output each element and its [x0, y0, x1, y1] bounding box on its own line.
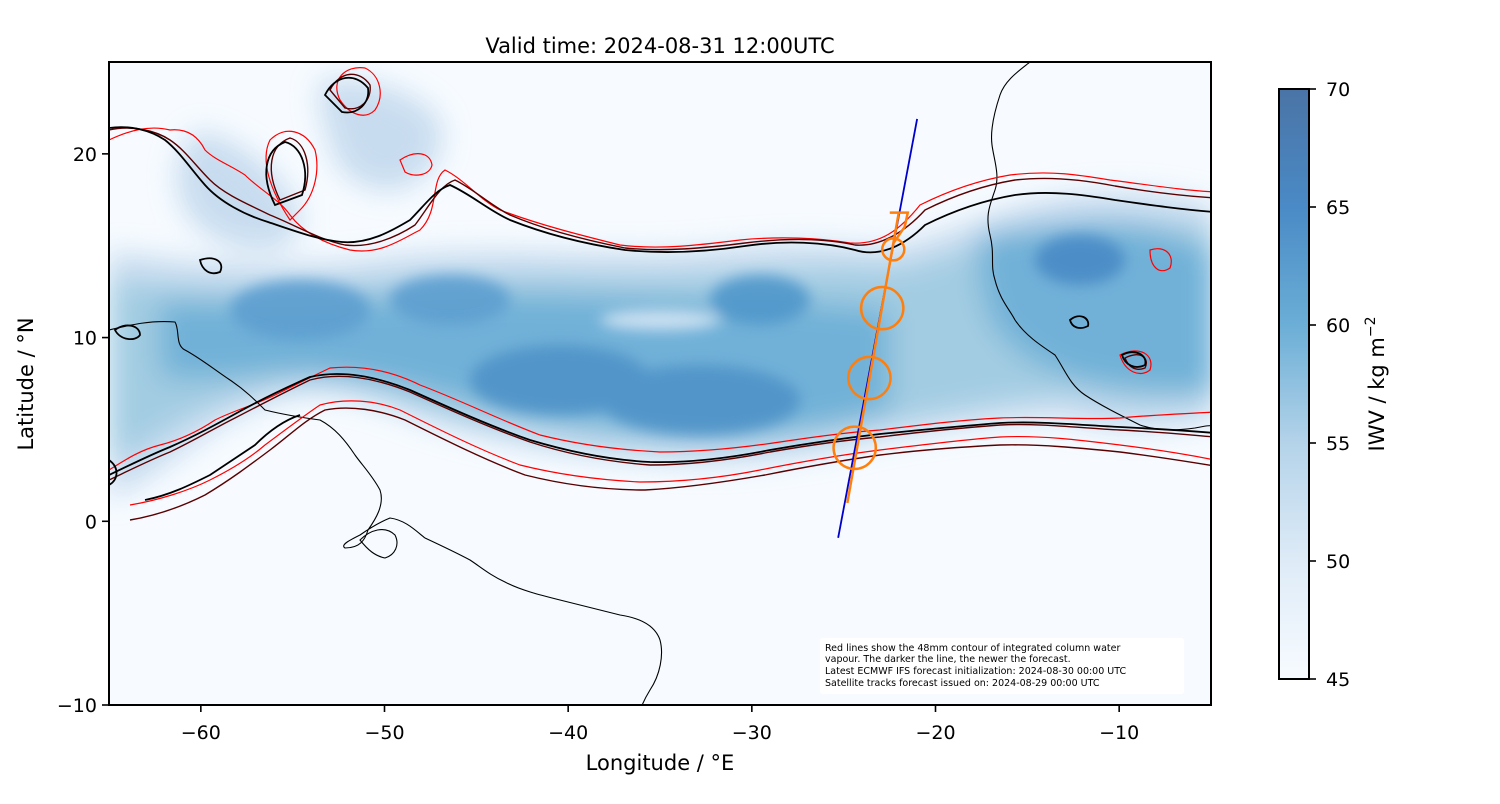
y-tick-label: 20 — [73, 144, 97, 166]
x-tick-label: −50 — [364, 722, 404, 744]
x-axis-ticks: −60 −50 −40 −30 −20 −10 — [181, 705, 1139, 744]
y-axis-ticks: −10 0 10 20 — [57, 144, 109, 717]
coastlines — [109, 62, 1211, 705]
x-tick-label: −60 — [181, 722, 221, 744]
plot-title: Valid time: 2024-08-31 12:00UTC — [485, 34, 834, 58]
colorbar-tick-label: 60 — [1326, 315, 1350, 337]
x-axis-label: Longitude / °E — [586, 751, 735, 775]
flight-circle — [847, 355, 892, 401]
x-tick-label: −30 — [732, 722, 772, 744]
colorbar-tick-label: 55 — [1326, 433, 1350, 455]
flight-track — [832, 211, 910, 504]
annotation-line-3: Latest ECMWF IFS forecast initialization… — [825, 666, 1126, 677]
colorbar-ticks: 45 50 55 60 65 70 — [1309, 79, 1350, 691]
flight-circle — [880, 237, 906, 262]
colorbar-tick-label: 70 — [1326, 79, 1350, 101]
y-tick-label: 10 — [73, 328, 97, 350]
annotation-box: Red lines show the 48mm contour of integ… — [820, 638, 1184, 694]
x-tick-label: −20 — [915, 722, 955, 744]
contours-latest — [109, 77, 1211, 501]
flight-circle — [859, 285, 905, 331]
flight-circle — [832, 425, 878, 471]
annotation-line-4: Satellite tracks forecast issued on: 202… — [825, 678, 1100, 689]
colorbar-tick-label: 45 — [1326, 669, 1350, 691]
y-axis-label: Latitude / °N — [14, 317, 38, 450]
plot-frame — [108, 61, 1212, 706]
colorbar-label: IWV / kg m−2 — [1363, 316, 1389, 451]
colorbar-tick-label: 50 — [1326, 551, 1350, 573]
y-tick-label: −10 — [57, 695, 97, 717]
annotation-line-2: vapour. The darker the line, the newer t… — [825, 654, 1071, 665]
contours-older — [109, 73, 1211, 521]
x-tick-label: −40 — [548, 722, 588, 744]
x-tick-label: −10 — [1099, 722, 1139, 744]
contours-oldest — [109, 67, 1211, 506]
flight-track-end-marker — [889, 211, 910, 244]
map-area — [109, 62, 1211, 705]
annotation-line-1: Red lines show the 48mm contour of integ… — [825, 643, 1120, 654]
y-tick-label: 0 — [85, 511, 97, 533]
colorbar-tick-label: 65 — [1326, 197, 1350, 219]
colorbar-gradient — [1278, 88, 1310, 680]
colorbar: 45 50 55 60 65 70 IWV / kg m−2 — [1278, 79, 1389, 691]
